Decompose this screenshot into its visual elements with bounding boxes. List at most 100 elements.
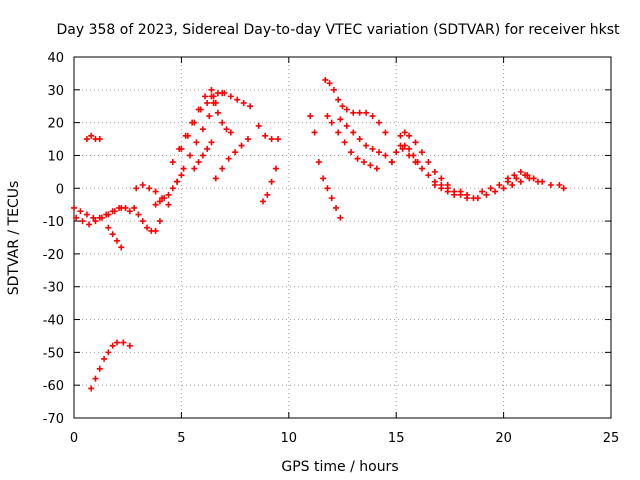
data-point xyxy=(373,165,380,172)
data-point xyxy=(152,201,159,208)
data-point xyxy=(96,136,103,143)
data-point xyxy=(88,132,95,139)
y-tick-label: 20 xyxy=(47,117,64,132)
data-point xyxy=(412,139,419,146)
data-point xyxy=(105,211,112,218)
data-point xyxy=(547,181,554,188)
data-point xyxy=(73,214,80,221)
data-point xyxy=(232,149,239,156)
data-point xyxy=(504,175,511,182)
data-point xyxy=(376,119,383,126)
data-point xyxy=(206,113,213,120)
data-point xyxy=(401,142,408,149)
data-point xyxy=(225,155,232,162)
data-point xyxy=(382,129,389,136)
series-arc-s xyxy=(322,76,389,136)
data-point xyxy=(144,224,151,231)
data-point xyxy=(202,93,209,100)
data-point xyxy=(348,149,355,156)
data-point xyxy=(337,116,344,123)
data-point xyxy=(406,145,413,152)
data-point xyxy=(311,129,318,136)
series-arc-aa xyxy=(474,175,541,202)
series-arc-x xyxy=(397,129,451,188)
data-point xyxy=(221,90,228,97)
data-point xyxy=(382,152,389,159)
data-point xyxy=(487,185,494,192)
data-point xyxy=(425,172,432,179)
data-point xyxy=(191,119,198,126)
data-point xyxy=(524,172,531,179)
data-point xyxy=(90,214,97,221)
data-point xyxy=(227,129,234,136)
data-point xyxy=(363,142,370,149)
data-point xyxy=(101,355,108,362)
data-point xyxy=(77,208,84,215)
data-point xyxy=(169,159,176,166)
data-point xyxy=(262,132,269,139)
data-point xyxy=(146,185,153,192)
data-point xyxy=(240,99,247,106)
data-point xyxy=(438,175,445,182)
data-point xyxy=(71,204,77,211)
data-point xyxy=(560,185,567,192)
data-point xyxy=(431,181,438,188)
data-point xyxy=(92,218,99,225)
data-point xyxy=(238,142,245,149)
data-point xyxy=(339,103,346,110)
data-point xyxy=(517,168,524,175)
data-point xyxy=(451,191,458,198)
data-point xyxy=(178,145,185,152)
data-point xyxy=(320,175,327,182)
data-point xyxy=(474,195,481,202)
series-arc-m xyxy=(210,99,234,136)
data-point xyxy=(212,175,219,182)
series-arc-c xyxy=(83,132,103,143)
series-arc-l xyxy=(208,90,254,110)
x-tick-label: 5 xyxy=(177,431,185,446)
data-point xyxy=(135,211,142,218)
series-arc-h xyxy=(152,172,185,208)
x-tick-label: 15 xyxy=(388,431,405,446)
y-tick-label: -40 xyxy=(43,314,64,329)
data-point xyxy=(214,90,221,97)
data-point xyxy=(438,185,445,192)
data-point xyxy=(126,342,133,349)
data-point xyxy=(165,201,172,208)
data-point xyxy=(401,129,408,136)
data-point xyxy=(324,185,331,192)
series-arc-b xyxy=(73,204,125,228)
data-point xyxy=(83,211,90,218)
data-point xyxy=(169,185,176,192)
y-tick-label: -10 xyxy=(43,215,64,230)
data-point xyxy=(208,139,215,146)
data-point xyxy=(315,159,322,166)
data-point xyxy=(184,132,191,139)
data-point xyxy=(208,86,215,93)
data-point xyxy=(152,188,159,195)
data-point xyxy=(204,145,211,152)
data-point xyxy=(191,165,198,172)
data-point xyxy=(105,224,112,231)
data-point xyxy=(367,162,374,169)
series-arc-d xyxy=(105,224,125,251)
data-point xyxy=(92,375,99,382)
y-tick-label: 0 xyxy=(56,182,64,197)
data-point xyxy=(79,218,86,225)
grid-lines xyxy=(74,57,611,418)
x-tick-label: 10 xyxy=(281,431,298,446)
data-point xyxy=(479,188,486,195)
data-point xyxy=(214,109,221,116)
data-point xyxy=(260,198,267,205)
data-point xyxy=(227,93,234,100)
data-point xyxy=(199,126,206,133)
data-point xyxy=(483,191,490,198)
series-arc-q xyxy=(260,165,279,205)
data-point xyxy=(369,113,376,120)
y-tick-label: 30 xyxy=(47,84,64,99)
series-arc-p xyxy=(255,122,282,143)
data-point xyxy=(418,149,425,156)
series-arc-u xyxy=(320,175,344,221)
data-point xyxy=(156,218,163,225)
